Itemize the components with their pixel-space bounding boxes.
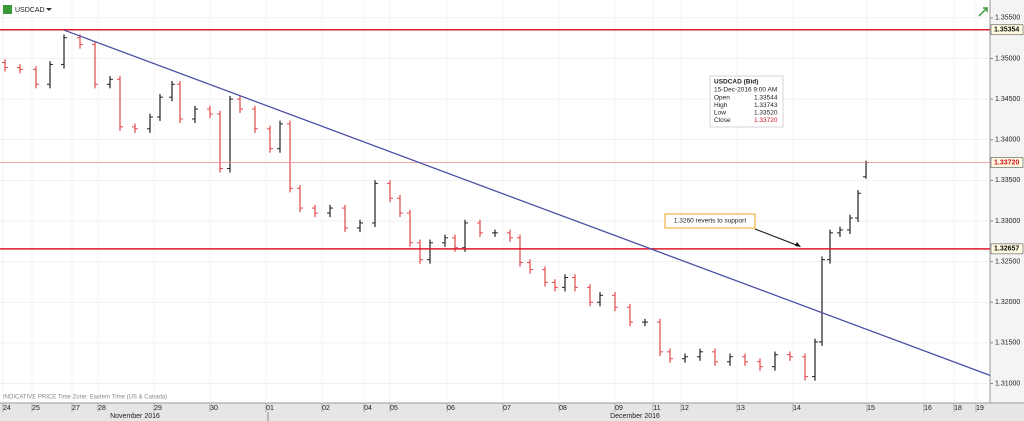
level-label-box	[990, 24, 1024, 36]
x-tick-label: 13	[737, 405, 745, 412]
annotation-box	[664, 213, 756, 229]
footer-note: INDICATIVE PRICE Time Zone: Eastern Time…	[3, 395, 167, 401]
grid: 1.35500 1.35000 1.34500 1.34000 1.33500 1.330…	[0, 0, 1020, 412]
dropdown-arrow[interactable]	[46, 8, 52, 11]
arrow-head	[795, 242, 801, 247]
x-tick-label: 01	[266, 405, 274, 412]
level-label: 1.35354	[994, 27, 1019, 34]
x-tick-label: 14	[793, 405, 801, 412]
y-tick-label: 1.32500	[995, 258, 1020, 265]
x-tick-label: 24	[3, 405, 11, 412]
y-tick-label: 1.34000	[995, 137, 1020, 144]
x-tick-label: 30	[210, 405, 218, 412]
expand-icon[interactable]	[978, 7, 988, 17]
tooltip-key: Open	[714, 95, 730, 102]
month-label: December 2016	[610, 413, 660, 420]
level-label-box	[990, 157, 1024, 168]
y-tick-label: 1.32000	[995, 299, 1020, 306]
level-label-box	[990, 243, 1024, 255]
y-tick-label: 1.33500	[995, 177, 1020, 184]
x-tick-label: 07	[503, 405, 511, 412]
tooltip-value: 1.33720	[754, 117, 778, 124]
tooltip-value: 1.33743	[754, 102, 778, 109]
x-tick-label: 27	[72, 405, 80, 412]
y-axis-panel	[990, 0, 1024, 403]
annotation-arrow	[754, 228, 800, 247]
x-tick-label: 25	[32, 405, 40, 412]
level-label: 1.32657	[994, 246, 1019, 253]
x-tick-label: 02	[322, 405, 330, 412]
annotation-text: 1.3260 reverts to support	[674, 218, 746, 225]
y-tick-label: 1.35000	[995, 55, 1020, 62]
x-tick-label: 28	[98, 405, 106, 412]
tooltip-value: 1.33520	[754, 110, 778, 117]
marks	[2, 34, 869, 381]
symbol[interactable]: USDCAD	[15, 7, 45, 14]
tooltip-key: Close	[714, 117, 731, 124]
overlays: 1.35354 1.33720 1.32657	[0, 24, 1024, 376]
month-label: November 2016	[110, 413, 160, 420]
level-label: 1.33720	[994, 159, 1019, 166]
tooltip-key: High	[714, 102, 728, 109]
y-tick-label: 1.34500	[995, 96, 1020, 103]
x-tick-label: 16	[924, 405, 932, 412]
x-tick-label: 09	[615, 405, 623, 412]
tooltip-title: USDCAD (Bid)	[714, 79, 758, 86]
tooltip-key: Low	[714, 110, 726, 117]
x-axis-panel	[0, 403, 1024, 421]
x-tick-label: 08	[559, 405, 567, 412]
y-tick-label: 1.35500	[995, 15, 1020, 22]
y-tick-label: 1.33000	[995, 218, 1020, 225]
symbol-icon[interactable]	[3, 5, 12, 14]
y-tick-label: 1.31500	[995, 340, 1020, 347]
tooltip-date: 15-Dec-2016 9:00 AM	[714, 87, 777, 94]
x-tick-label: 29	[154, 405, 162, 412]
x-tick-label: 04	[364, 405, 372, 412]
x-tick-label: 05	[390, 405, 398, 412]
x-tick-label: 19	[976, 405, 984, 412]
trendline	[63, 29, 991, 376]
y-tick-label: 1.31000	[995, 380, 1020, 387]
x-tick-label: 12	[681, 405, 689, 412]
x-tick-label: 15	[867, 405, 875, 412]
x-tick-label: 11	[653, 405, 660, 412]
x-tick-label: 06	[447, 405, 455, 412]
tooltip-box	[709, 75, 784, 128]
tooltip-value: 1.33544	[754, 95, 778, 102]
x-tick-label: 18	[954, 405, 962, 412]
